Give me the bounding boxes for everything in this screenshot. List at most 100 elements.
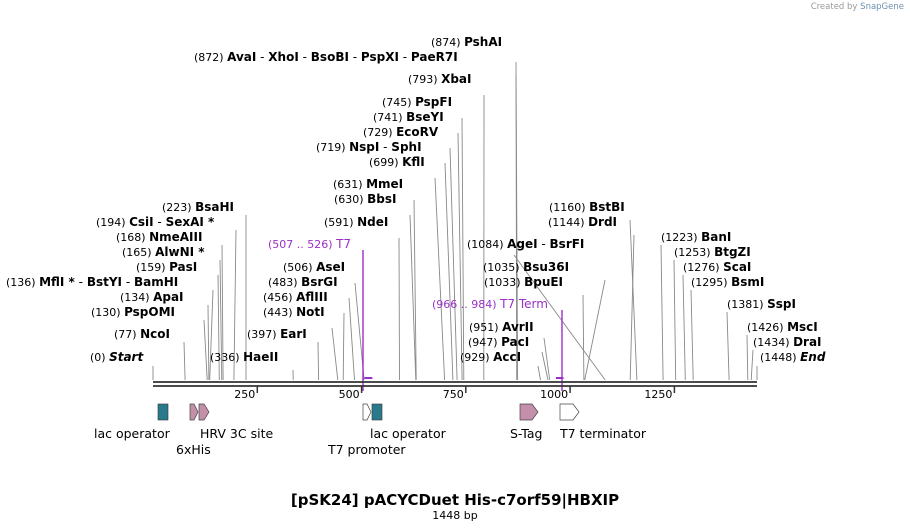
site-label-pspomi[interactable]: (130) PspOMI: [91, 305, 175, 319]
site-label-bani[interactable]: (1223) BanI: [661, 230, 731, 244]
site-name: PshAI: [464, 35, 502, 49]
feature-arrow-s-tag[interactable]: [519, 403, 539, 421]
site-label-ncoi[interactable]: (77) NcoI: [114, 327, 170, 341]
site-position: (951): [469, 321, 502, 334]
site-label-drai[interactable]: (1434) DraI: [753, 335, 822, 349]
feature-shape-lac-operator-0[interactable]: [157, 403, 169, 421]
site-name: BanI: [701, 230, 731, 244]
site-label-bseyi[interactable]: (741) BseYI: [373, 110, 444, 124]
primer-label-t7[interactable]: (507 .. 526) T7: [268, 237, 351, 251]
site-label-pspfi[interactable]: (745) PspFI: [382, 95, 452, 109]
site-label-csii[interactable]: (194) CsiI - SexAI *: [96, 215, 215, 229]
site-line-msci: [746, 334, 749, 381]
site-label-kfli[interactable]: (699) KflI: [369, 155, 425, 169]
site-name: NcoI: [140, 327, 170, 341]
site-label-acci[interactable]: (929) AccI: [460, 350, 521, 364]
primer-label-t7-term[interactable]: (966 .. 984) T7 Term: [432, 297, 548, 311]
site-label-pasi[interactable]: (159) PasI: [136, 260, 197, 274]
site-label-mfli[interactable]: (136) MflI * - BstYI - BamHI: [6, 275, 178, 289]
site-label-pshai[interactable]: (874) PshAI: [431, 35, 502, 49]
site-label-drdi[interactable]: (1144) DrdI: [548, 215, 617, 229]
site-label-nspi[interactable]: (719) NspI - SphI: [316, 140, 422, 154]
site-name: KflI: [402, 155, 425, 169]
site-name: MmeI: [366, 177, 403, 191]
feature-arrow-t7-promoter[interactable]: [362, 403, 372, 421]
site-position: (874): [431, 36, 464, 49]
site-label-ecorv[interactable]: (729) EcoRV: [363, 125, 439, 139]
site-label-paci[interactable]: (947) PacI: [468, 335, 529, 349]
site-separator: -: [379, 140, 391, 154]
site-line-nmeaiii: [221, 244, 224, 381]
site-label-avrii[interactable]: (951) AvrII: [469, 320, 534, 334]
feature-arrow-hrv-3c-site[interactable]: [198, 403, 210, 421]
site-label-apai[interactable]: (134) ApaI: [120, 290, 184, 304]
site-position: (165): [122, 246, 155, 259]
site-name: SspI: [767, 297, 796, 311]
site-position: (630): [334, 193, 367, 206]
site-label-bbsi[interactable]: (630) BbsI: [334, 192, 396, 206]
site-label-start[interactable]: (0) Start: [90, 350, 144, 364]
site-name: AvaI: [227, 50, 256, 64]
site-line-avai: [515, 75, 518, 381]
site-line-apai: [207, 304, 210, 381]
site-name: DraI: [793, 335, 821, 349]
site-name: SexAI *: [166, 215, 215, 229]
sequence-length: 1448 bp: [432, 509, 478, 522]
site-position: (793): [408, 73, 441, 86]
site-position: (591): [324, 216, 357, 229]
site-label-afliii[interactable]: (456) AflIII: [263, 290, 328, 304]
site-label-bsu36i[interactable]: (1035) Bsu36I: [483, 260, 569, 274]
site-line-ncoi: [183, 341, 186, 381]
feature-shape-lac-operator-3[interactable]: [371, 403, 383, 421]
primer-name: T7 Term: [499, 297, 548, 311]
site-label-asei[interactable]: (506) AseI: [283, 260, 345, 274]
site-position: (1381): [727, 298, 767, 311]
site-label-sspi[interactable]: (1381) SspI: [727, 297, 796, 311]
site-position: (0): [90, 351, 109, 364]
site-position: (1223): [661, 231, 701, 244]
site-line-bbsi: [409, 214, 417, 381]
site-position: (483): [268, 276, 301, 289]
site-position: (929): [460, 351, 493, 364]
feature-arrow-t7-terminator[interactable]: [559, 403, 580, 421]
site-position: (397): [247, 328, 280, 341]
site-position: (719): [316, 141, 349, 154]
site-name: EcoRV: [396, 125, 439, 139]
site-label-bpuei[interactable]: (1033) BpuEI: [484, 275, 563, 289]
site-name: BstYI: [87, 275, 122, 289]
site-label-end[interactable]: (1448) End: [760, 350, 826, 364]
feature-arrow-6xhis[interactable]: [189, 403, 199, 421]
credit: Created by SnapGene: [811, 2, 904, 12]
site-label-alwni[interactable]: (165) AlwNI *: [122, 245, 205, 259]
site-label-noti[interactable]: (443) NotI: [263, 305, 325, 319]
site-position: (159): [136, 261, 169, 274]
site-label-eari[interactable]: (397) EarI: [247, 327, 307, 341]
site-label-agei[interactable]: (1084) AgeI - BsrFI: [467, 237, 584, 251]
site-label-bsrgi[interactable]: (483) BsrGI: [268, 275, 338, 289]
site-label-msci[interactable]: (1426) MscI: [747, 320, 818, 334]
feature-label-s-tag: S-Tag: [510, 426, 542, 441]
site-name: Start: [109, 350, 144, 364]
site-label-xbai[interactable]: (793) XbaI: [408, 72, 471, 86]
site-line-mfli: [209, 289, 214, 381]
site-label-nmeaiii[interactable]: (168) NmeAIII: [116, 230, 202, 244]
site-label-haeii[interactable]: (336) HaeII: [210, 350, 278, 364]
site-label-ndei[interactable]: (591) NdeI: [324, 215, 388, 229]
site-label-scai[interactable]: (1276) ScaI: [683, 260, 751, 274]
site-line-bseyi: [457, 132, 463, 381]
site-position: (1434): [753, 336, 793, 349]
site-label-bsmi[interactable]: (1295) BsmI: [691, 275, 764, 289]
site-label-btgzi[interactable]: (1253) BtgZI: [674, 245, 751, 259]
site-label-avai[interactable]: (872) AvaI - XhoI - BsoBI - PspXI - PaeR…: [194, 50, 458, 64]
site-separator: -: [154, 215, 166, 229]
site-label-mmei[interactable]: (631) MmeI: [333, 177, 403, 191]
feature-label-lac-operator: lac operator: [94, 426, 171, 441]
site-label-bstbi[interactable]: (1160) BstBI: [549, 200, 625, 214]
site-label-bsahi[interactable]: (223) BsaHI: [162, 200, 234, 214]
site-separator: -: [399, 50, 411, 64]
site-position: (1035): [483, 261, 523, 274]
site-position: (506): [283, 261, 316, 274]
site-name: PspOMI: [124, 305, 175, 319]
site-position: (699): [369, 156, 402, 169]
